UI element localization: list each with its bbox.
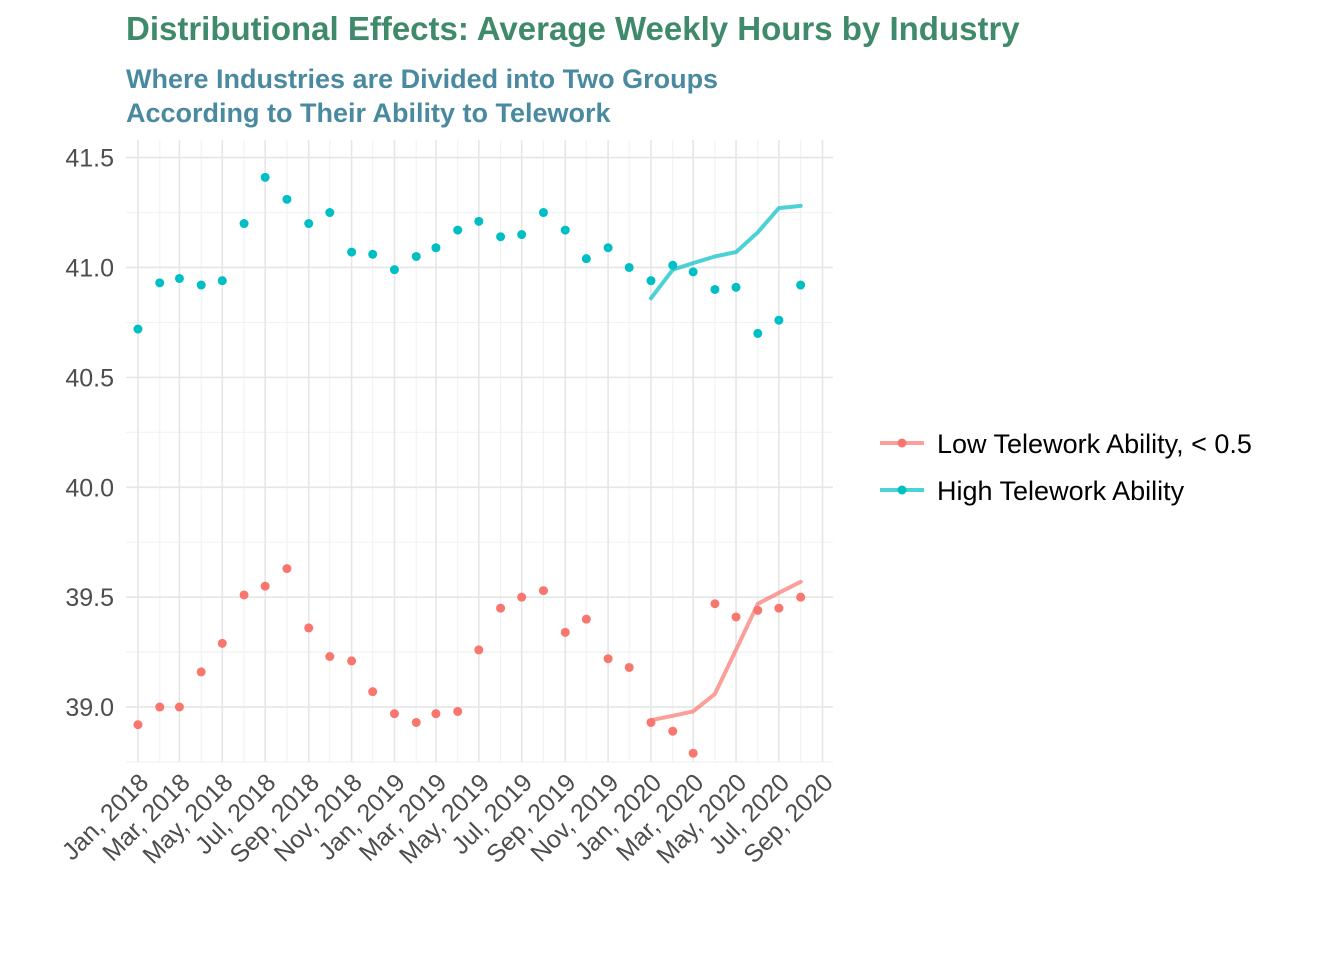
high-telework-data-point	[174, 273, 184, 283]
y-tick-label: 39.0	[65, 694, 114, 722]
high-telework-legend-label: High Telework Ability	[937, 476, 1185, 506]
y-tick-label: 39.5	[65, 584, 114, 612]
low-telework-legend-label: Low Telework Ability, < 0.5	[937, 429, 1252, 459]
chart-title: Distributional Effects: Average Weekly H…	[126, 10, 1020, 47]
high-telework-data-point	[431, 243, 441, 253]
high-telework-data-point	[196, 280, 206, 290]
low-telework-data-point	[581, 614, 591, 624]
high-telework-data-point	[646, 276, 656, 286]
chart-subtitle-line-1: Where Industries are Divided into Two Gr…	[126, 64, 719, 94]
y-tick-label: 40.5	[65, 364, 114, 392]
high-telework-data-point	[688, 267, 698, 277]
low-telework-data-point	[411, 717, 421, 727]
high-telework-data-point	[368, 249, 378, 259]
high-telework-data-point	[774, 315, 784, 325]
low-telework-series-line	[649, 579, 803, 723]
low-telework-data-point	[453, 706, 463, 716]
y-tick-label: 40.0	[65, 474, 114, 502]
low-telework-data-point	[431, 709, 441, 719]
high-telework-data-point	[282, 194, 292, 204]
high-telework-data-point	[239, 219, 249, 229]
low-telework-data-point	[688, 748, 698, 758]
low-telework-data-point	[389, 709, 399, 719]
chart-subtitle: Where Industries are Divided into Two Gr…	[126, 62, 718, 130]
low-telework-legend-key-point	[897, 438, 907, 448]
low-telework-data-point	[560, 627, 570, 637]
high-telework-data-point	[325, 208, 335, 218]
low-telework-data-point	[646, 717, 656, 727]
low-telework-data-point	[217, 638, 227, 648]
high-telework-data-point	[581, 254, 591, 264]
low-telework-data-point	[710, 599, 720, 609]
low-telework-data-point	[304, 623, 314, 633]
low-telework-data-point	[496, 603, 506, 613]
low-telework-data-point	[603, 654, 613, 664]
high-telework-data-point	[474, 216, 484, 226]
chart-subtitle-line-2: According to Their Ability to Telework	[126, 98, 611, 128]
high-telework-data-point	[560, 225, 570, 235]
low-telework-data-point	[796, 592, 806, 602]
legend: Low Telework Ability, < 0.5 High Telework…	[880, 429, 1252, 506]
low-telework-data-point	[668, 726, 678, 736]
low-telework-data-point	[474, 645, 484, 655]
high-telework-data-point	[538, 208, 548, 218]
low-telework-data-point	[347, 656, 357, 666]
plot-series	[133, 172, 806, 758]
low-telework-data-point	[774, 603, 784, 613]
y-tick-label: 41.5	[65, 145, 114, 173]
y-tick-label: 41.0	[65, 254, 114, 282]
high-telework-data-point	[389, 265, 399, 275]
high-telework-data-point	[668, 260, 678, 270]
high-telework-legend-key-point	[897, 485, 907, 495]
high-telework-data-point	[411, 251, 421, 261]
low-telework-data-point	[517, 592, 527, 602]
high-telework-data-point	[731, 282, 741, 292]
low-telework-data-point	[133, 720, 143, 730]
low-telework-data-point	[731, 612, 741, 622]
high-telework-data-point	[517, 230, 527, 240]
high-telework-data-point	[710, 284, 720, 294]
high-telework-data-point	[347, 247, 357, 257]
high-telework-data-point	[260, 172, 270, 182]
high-telework-series-line	[649, 203, 803, 301]
high-telework-data-point	[624, 262, 634, 272]
high-telework-data-point	[603, 243, 613, 253]
low-telework-data-point	[239, 590, 249, 600]
high-telework-data-point	[796, 280, 806, 290]
low-telework-data-point	[753, 605, 763, 615]
high-telework-data-point	[133, 324, 143, 334]
low-telework-data-point	[260, 581, 270, 591]
low-telework-data-point	[282, 564, 292, 574]
low-telework-data-point	[325, 652, 335, 662]
high-telework-data-point	[304, 219, 314, 229]
low-telework-data-point	[196, 667, 206, 677]
low-telework-data-point	[624, 662, 634, 672]
high-telework-data-point	[496, 232, 506, 242]
low-telework-data-point	[155, 702, 165, 712]
low-telework-data-point	[538, 586, 548, 596]
high-telework-data-point	[753, 328, 763, 338]
high-telework-data-point	[453, 225, 463, 235]
high-telework-data-point	[155, 278, 165, 288]
low-telework-data-point	[174, 702, 184, 712]
high-telework-data-point	[217, 276, 227, 286]
low-telework-data-point	[368, 687, 378, 697]
